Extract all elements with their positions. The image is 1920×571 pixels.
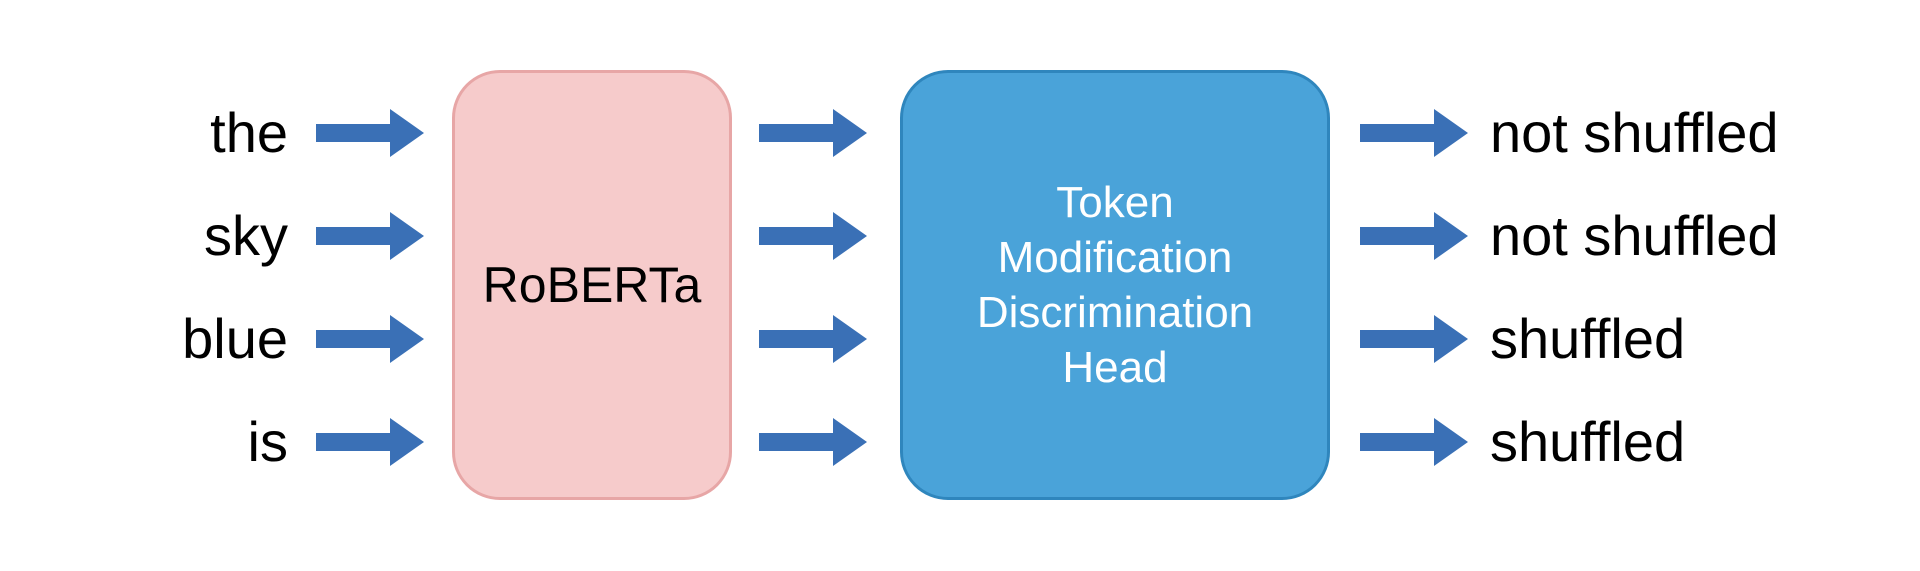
discrimination-head-box: TokenModificationDiscriminationHead (900, 70, 1330, 500)
output-label-2: shuffled (1490, 311, 1890, 367)
arrow-icon (1360, 212, 1468, 260)
arrow-icon (316, 212, 424, 260)
output-label-3: shuffled (1490, 414, 1890, 470)
roberta-box: RoBERTa (452, 70, 732, 500)
output-label-0: not shuffled (1490, 105, 1890, 161)
input-token-1: sky (108, 208, 288, 264)
input-token-0: the (108, 105, 288, 161)
arrow-icon (759, 212, 867, 260)
diagram-canvas: the sky blue is RoBERTa TokenModificatio… (0, 0, 1920, 571)
arrow-icon (316, 109, 424, 157)
arrow-icon (1360, 109, 1468, 157)
discrimination-head-box-label: TokenModificationDiscriminationHead (977, 175, 1253, 395)
arrow-icon (759, 109, 867, 157)
arrow-icon (1360, 418, 1468, 466)
input-token-2: blue (108, 311, 288, 367)
output-label-1: not shuffled (1490, 208, 1890, 264)
arrow-icon (1360, 315, 1468, 363)
arrow-icon (759, 418, 867, 466)
arrow-icon (759, 315, 867, 363)
arrow-icon (316, 418, 424, 466)
roberta-box-label: RoBERTa (483, 256, 702, 314)
input-token-3: is (108, 414, 288, 470)
arrow-icon (316, 315, 424, 363)
